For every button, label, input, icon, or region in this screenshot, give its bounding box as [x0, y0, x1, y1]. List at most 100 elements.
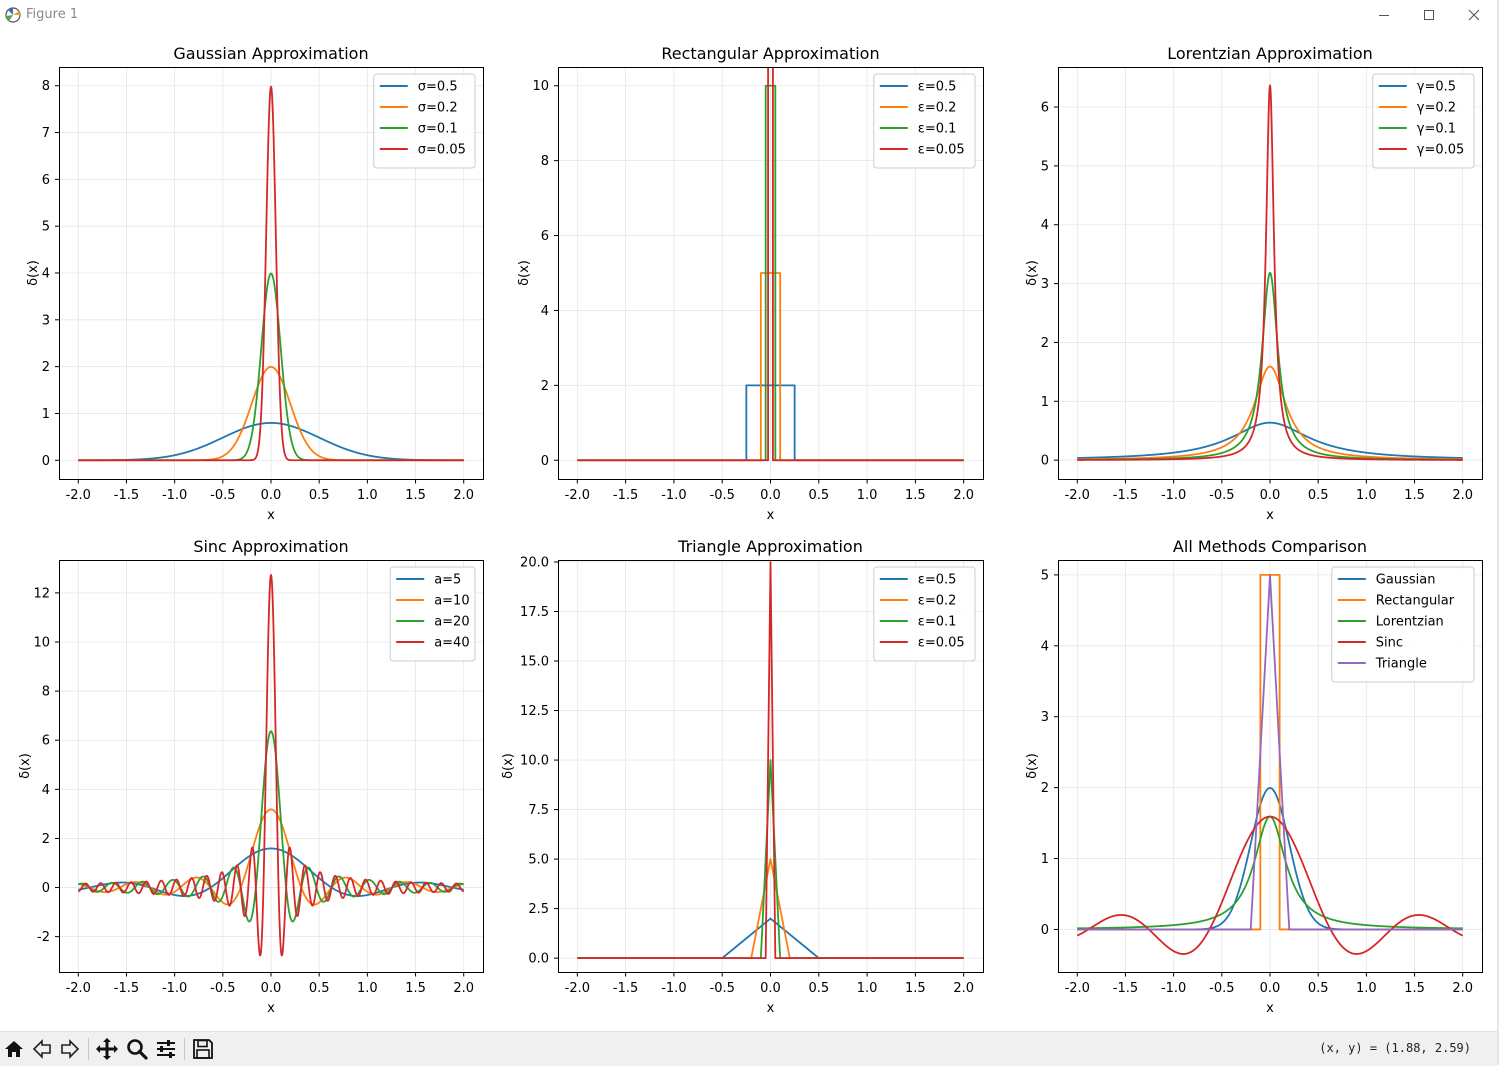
save-button[interactable] — [190, 1036, 216, 1062]
legend-entry: γ=0.05 — [1417, 143, 1465, 158]
subplot-5[interactable]: -2.0 -1.5 -1.0 -0.5 0.0 0.5 1.0 1.5 2.0 0.0 2.5 5.0… — [501, 537, 984, 1016]
legend-entry: σ=0.05 — [418, 143, 466, 158]
x-tick-label: -1.5 — [1113, 488, 1138, 503]
minimize-button[interactable] — [1361, 0, 1407, 30]
legend-entry: γ=0.2 — [1417, 101, 1456, 116]
legend: σ=0.5 σ=0.2 σ=0.1 σ=0.05 — [373, 73, 476, 169]
x-tick-label: -1.0 — [1161, 981, 1186, 996]
subplot-3[interactable]: -2.0 -1.5 -1.0 -0.5 0.0 0.5 1.0 1.5 2.0 0 1 2 3 4 5 6 Lo… — [1025, 44, 1483, 523]
y-tick-label: 1 — [1041, 852, 1049, 867]
y-tick-label: 2 — [42, 832, 50, 847]
legend-entry: σ=0.5 — [418, 80, 458, 95]
save-icon — [193, 1039, 213, 1059]
x-tick-label: 1.0 — [1356, 488, 1377, 503]
x-tick-label: 0.0 — [1260, 981, 1281, 996]
series-line-a=20 — [77, 730, 465, 923]
x-tick-label: -2.0 — [66, 981, 91, 996]
home-button[interactable] — [1, 1036, 27, 1062]
x-tick-label: 0.0 — [760, 981, 781, 996]
subplot-6[interactable]: -2.0 -1.5 -1.0 -0.5 0.0 0.5 1.0 1.5 2.0 0 1 2 3 4 5 All… — [1025, 537, 1483, 1016]
x-tick-label: -0.5 — [210, 488, 235, 503]
y-tick-label: 5 — [1041, 568, 1049, 583]
legend-entry: γ=0.5 — [1417, 80, 1456, 95]
y-tick-label: 7.5 — [528, 803, 549, 818]
x-tick-label: 0.5 — [808, 981, 829, 996]
subplot-1[interactable]: -2.0 -1.5 -1.0 -0.5 0.0 0.5 1.0 1.5 2.0 0 1 2 3 4 5 6 7 8… — [26, 44, 484, 523]
pan-button[interactable] — [94, 1036, 120, 1062]
x-tick-label: -0.5 — [1209, 488, 1234, 503]
title-bar: Figure 1 — [0, 0, 1499, 30]
x-tick-label: -0.5 — [1209, 981, 1234, 996]
y-tick-label: 4 — [42, 783, 50, 798]
subplot-2[interactable]: -2.0 -1.5 -1.0 -0.5 0.0 0.5 1.0 1.5 2.0 0 2 4 6 8 10 Re… — [517, 30, 984, 523]
series-group — [577, 561, 964, 960]
series-group — [1076, 573, 1464, 955]
legend-box — [873, 73, 976, 169]
maximize-button[interactable] — [1406, 0, 1452, 30]
x-tick-label: 2.0 — [1452, 488, 1473, 503]
x-axis-label: x — [267, 508, 275, 523]
y-tick-label: 0 — [42, 881, 50, 896]
series-group — [77, 574, 465, 957]
y-tick-label: 5 — [1041, 159, 1049, 174]
y-axis-label: δ(x) — [517, 260, 532, 286]
x-tick-label: -2.0 — [66, 488, 91, 503]
legend: ε=0.5 ε=0.2 ε=0.1 ε=0.05 — [873, 73, 976, 169]
forward-button[interactable] — [57, 1036, 83, 1062]
zoom-icon — [127, 1039, 148, 1060]
x-tick-label: -1.5 — [613, 488, 638, 503]
legend-entry: Triangle — [1375, 657, 1427, 672]
zoom-button[interactable] — [124, 1036, 150, 1062]
close-icon — [1468, 9, 1480, 21]
toolbar-separator — [184, 1038, 185, 1060]
forward-arrow-icon — [61, 1039, 80, 1059]
x-tick-label: 0.5 — [1308, 488, 1329, 503]
x-tick-label: -2.0 — [1065, 981, 1090, 996]
x-tick-label: 1.0 — [857, 488, 878, 503]
x-tick-label: 0.0 — [760, 488, 781, 503]
subplot-4[interactable]: -2.0 -1.5 -1.0 -0.5 0.0 0.5 1.0 1.5 2.0 -2 0 2 4 6 8 10… — [18, 537, 484, 1016]
minimize-icon — [1379, 15, 1389, 16]
chart-title: Sinc Approximation — [193, 537, 348, 556]
series-line-ε=0.05 — [577, 67, 964, 462]
legend-entry: Sinc — [1376, 636, 1403, 651]
y-tick-label: 8 — [42, 79, 50, 94]
legend-entry: a=5 — [434, 573, 461, 588]
y-tick-label: 2 — [541, 379, 549, 394]
y-tick-label: 10 — [33, 636, 50, 651]
y-tick-label: 20.0 — [520, 555, 549, 570]
maximize-icon — [1424, 10, 1434, 20]
x-tick-label: 1.5 — [1404, 488, 1425, 503]
back-button[interactable] — [29, 1036, 55, 1062]
y-axis-label: δ(x) — [501, 753, 516, 779]
matplotlib-app-icon — [5, 7, 21, 23]
series-line-Triangle — [1077, 573, 1463, 931]
x-tick-label: 1.5 — [405, 488, 426, 503]
y-axis-label: δ(x) — [1025, 753, 1040, 779]
toolbar-separator — [88, 1038, 89, 1060]
legend-entry: γ=0.1 — [1417, 122, 1456, 137]
x-tick-label: 1.0 — [857, 981, 878, 996]
x-tick-label: 2.0 — [453, 488, 474, 503]
x-tick-label: -1.0 — [661, 981, 686, 996]
x-tick-label: -1.0 — [1161, 488, 1186, 503]
series-line-γ=0.2 — [1076, 365, 1464, 461]
x-tick-label: 2.0 — [453, 981, 474, 996]
y-tick-label: 2 — [42, 360, 50, 375]
y-axis-label: δ(x) — [26, 260, 41, 286]
y-tick-label: 12.5 — [520, 704, 549, 719]
x-axis-label: x — [1266, 1001, 1274, 1016]
legend-entry: ε=0.05 — [918, 143, 965, 158]
x-tick-label: 0.0 — [1260, 488, 1281, 503]
series-line-ε=0.05 — [577, 561, 964, 960]
legend-entry: ε=0.5 — [918, 80, 957, 95]
legend-box — [1372, 73, 1475, 169]
x-axis-label: x — [767, 508, 775, 523]
window-title: Figure 1 — [26, 7, 79, 22]
legend-entry: ε=0.2 — [918, 594, 957, 609]
configure-subplots-button[interactable] — [153, 1036, 179, 1062]
legend: γ=0.5 γ=0.2 γ=0.1 γ=0.05 — [1372, 73, 1475, 169]
close-button[interactable] — [1451, 0, 1497, 30]
configure-subplots-icon — [157, 1040, 175, 1058]
chart-title: Rectangular Approximation — [661, 44, 879, 63]
